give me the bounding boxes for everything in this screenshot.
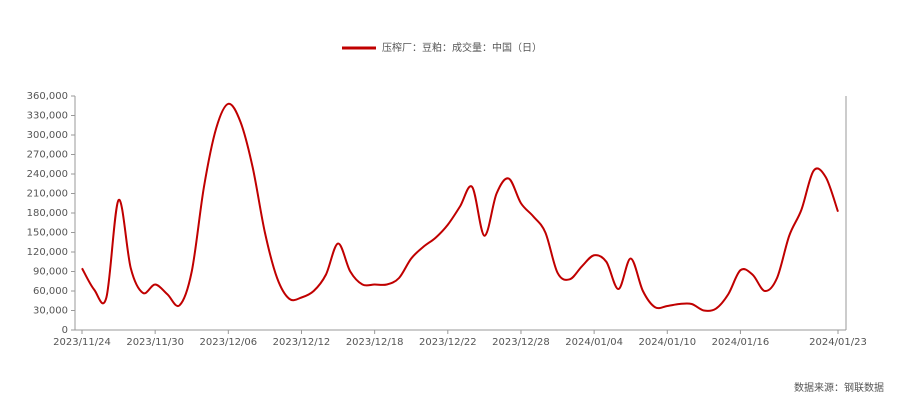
y-tick-label: 30,000 xyxy=(33,306,68,317)
y-tick-label: 360,000 xyxy=(27,91,68,102)
y-tick-label: 210,000 xyxy=(27,189,68,200)
legend-label: 压榨厂：豆粕：成交量：中国（日） xyxy=(382,41,542,54)
y-tick-label: 150,000 xyxy=(27,228,68,239)
y-tick-label: 60,000 xyxy=(33,286,68,297)
x-tick-label: 2023/12/18 xyxy=(346,337,404,348)
y-tick-label: 330,000 xyxy=(27,111,68,122)
y-tick-label: 240,000 xyxy=(27,169,68,180)
source-note: 数据来源：钢联数据 xyxy=(794,381,884,394)
line xyxy=(81,102,839,312)
y-tick-label: 300,000 xyxy=(27,130,68,141)
x-tick-label: 2024/01/04 xyxy=(565,337,623,348)
y-tick-label: 270,000 xyxy=(27,150,68,161)
x-tick-label: 2023/12/12 xyxy=(273,337,331,348)
x-tick-label: 2023/12/06 xyxy=(200,337,258,348)
x-tick-label: 2024/01/23 xyxy=(809,337,867,348)
x-tick-label: 2024/01/10 xyxy=(638,337,696,348)
x-tick-label: 2023/12/22 xyxy=(419,337,477,348)
x-tick-label: 2023/12/28 xyxy=(492,337,550,348)
x-tick-label: 2023/11/30 xyxy=(126,337,184,348)
x-tick-label: 2023/11/24 xyxy=(53,337,111,348)
y-tick-label: 90,000 xyxy=(33,267,68,278)
y-tick-label: 180,000 xyxy=(27,208,68,219)
y-tick-label: 0 xyxy=(62,325,68,336)
y-tick-label: 120,000 xyxy=(27,247,68,258)
x-tick-label: 2024/01/16 xyxy=(712,337,770,348)
